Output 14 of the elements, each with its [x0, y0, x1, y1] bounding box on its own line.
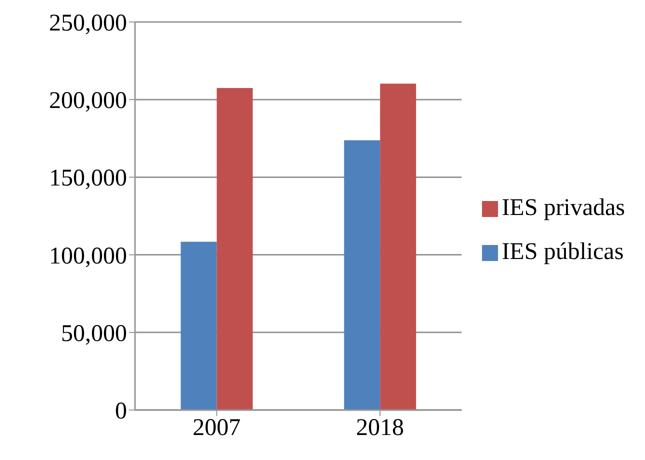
- legend-label: IES privadas: [502, 195, 625, 221]
- bar: [216, 88, 253, 410]
- y-tick-label: 0: [115, 398, 127, 425]
- y-tick-label: 100,000: [49, 243, 127, 270]
- y-tick-label: 50,000: [61, 320, 127, 347]
- y-tick-label: 150,000: [49, 166, 127, 192]
- legend-label: IES públicas: [502, 239, 624, 265]
- x-tick-label: 2007: [192, 415, 241, 442]
- x-tick-label: 2018: [356, 415, 404, 442]
- y-tick-label: 250,000: [49, 10, 127, 37]
- bar: [344, 140, 380, 410]
- y-tick-label: 200,000: [49, 88, 127, 114]
- bar: [380, 84, 416, 410]
- bar: [180, 242, 217, 410]
